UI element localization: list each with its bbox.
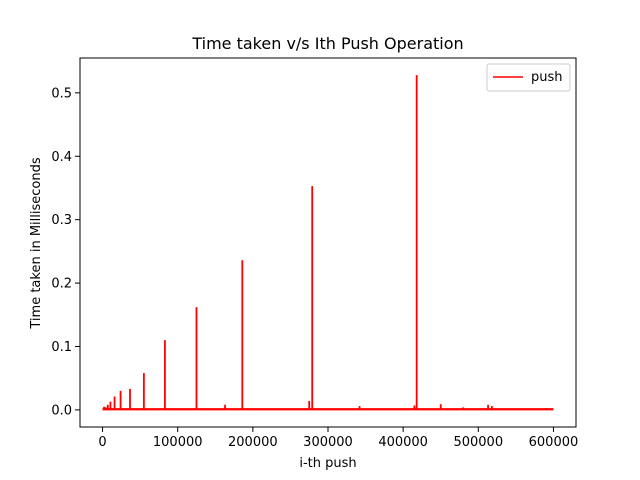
y-tick-label: 0.5 [51,86,72,101]
legend-label-push: push [531,70,563,85]
series-push [102,75,554,411]
plot-area [79,57,577,428]
x-tick-label: 200000 [228,435,278,450]
y-tick-label: 0.1 [51,340,72,355]
y-axis-label: Time taken in Milliseconds [29,157,44,329]
x-tick-label: 500000 [453,435,503,450]
series-layer [102,75,554,411]
y-tick-label: 0.3 [51,213,72,228]
x-tick-label: 400000 [378,435,428,450]
x-tick-label: 0 [98,435,106,450]
y-tick-label: 0.4 [51,150,72,165]
x-tick-label: 300000 [303,435,353,450]
y-tick-label: 0.2 [51,277,72,292]
x-axis: 0 100000 200000 300000 400000 500000 600000 [98,427,578,450]
y-axis: 0.0 0.1 0.2 0.3 0.4 0.5 [51,86,80,418]
legend: push [486,63,571,92]
chart-title: Time taken v/s Ith Push Operation [191,34,463,53]
x-axis-label: i-th push [299,456,356,471]
x-tick-label: 600000 [529,435,579,450]
legend-box [486,63,571,92]
y-tick-label: 0.0 [51,403,72,418]
x-tick-label: 100000 [153,435,203,450]
